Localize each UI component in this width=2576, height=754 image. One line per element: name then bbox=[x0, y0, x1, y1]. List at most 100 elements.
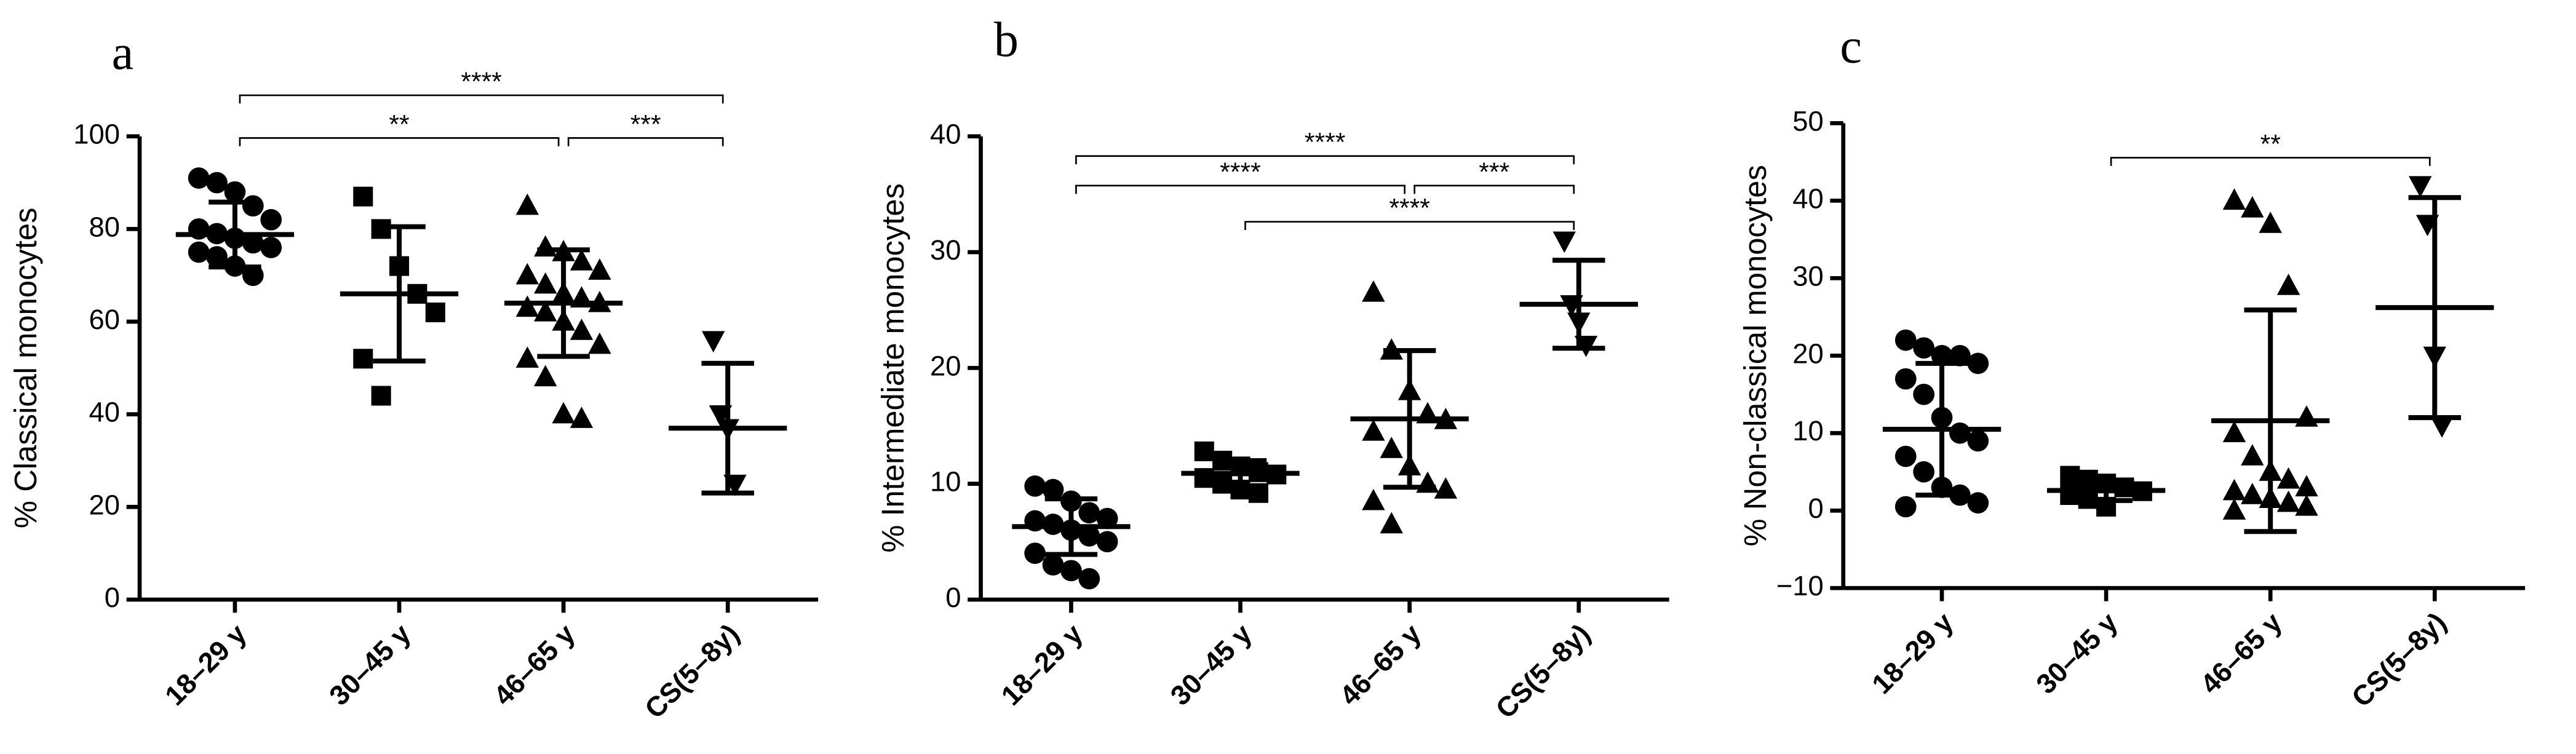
point bbox=[552, 402, 575, 424]
y-tick-label: 40 bbox=[89, 397, 120, 428]
x-tick-label: 18–29 y bbox=[1866, 606, 1959, 700]
point bbox=[2276, 490, 2300, 512]
point bbox=[1096, 531, 1118, 553]
point bbox=[2295, 475, 2318, 497]
point bbox=[1362, 280, 1385, 302]
y-tick-label: 80 bbox=[89, 211, 120, 242]
x-tick-label: CS(5–8y) bbox=[638, 618, 745, 724]
y-tick-label: 40 bbox=[930, 119, 961, 150]
significance-label: **** bbox=[461, 67, 502, 97]
error-bar bbox=[2244, 307, 2297, 534]
y-tick-label: 20 bbox=[1792, 338, 1824, 369]
point bbox=[188, 241, 210, 263]
point bbox=[1913, 337, 1935, 359]
point bbox=[1078, 525, 1100, 547]
point bbox=[515, 346, 539, 368]
point bbox=[1194, 441, 1214, 461]
y-tick-label: −10 bbox=[1776, 570, 1824, 601]
error-bar bbox=[537, 247, 590, 359]
panel: b % Intermediate monocytes 0 10 20 30 40 18–29 … bbox=[875, 13, 1669, 724]
error-bar bbox=[209, 199, 261, 270]
point bbox=[1552, 231, 1576, 253]
point bbox=[2295, 405, 2318, 427]
y-tick-label: 40 bbox=[1792, 183, 1824, 214]
point bbox=[1078, 502, 1100, 524]
point bbox=[1380, 512, 1403, 534]
y-tick-label: 0 bbox=[105, 582, 120, 613]
y-tick-label: 10 bbox=[1792, 415, 1824, 446]
x-tick-label: 46–65 y bbox=[487, 618, 581, 712]
error-bar bbox=[2080, 478, 2133, 503]
point bbox=[1913, 461, 1935, 483]
point bbox=[2241, 196, 2264, 218]
x-tick-label: 18–29 y bbox=[995, 618, 1089, 712]
x-tick-label: 46–65 y bbox=[2195, 606, 2288, 700]
point bbox=[1913, 383, 1935, 405]
point bbox=[515, 295, 539, 317]
x-tick-label: CS(5–8y) bbox=[2345, 606, 2452, 713]
y-tick-label: 0 bbox=[945, 582, 961, 613]
point bbox=[570, 407, 594, 428]
point bbox=[588, 258, 611, 280]
point bbox=[371, 386, 391, 406]
point bbox=[242, 195, 264, 217]
point bbox=[2430, 416, 2454, 438]
x-tick-label: 30–45 y bbox=[323, 618, 416, 712]
error-bar bbox=[1383, 348, 1436, 490]
point bbox=[242, 264, 264, 287]
significance-label: *** bbox=[630, 109, 661, 139]
point bbox=[534, 272, 557, 294]
y-axis-label: % Non-classical monocytes bbox=[1738, 165, 1773, 546]
significance-bracket bbox=[1244, 221, 1575, 230]
point bbox=[534, 365, 557, 387]
panel: a % Classical monocytes 0 20 40 60 80 100 18–29 … bbox=[8, 26, 819, 724]
y-tick-label: 30 bbox=[930, 234, 961, 266]
error-bar bbox=[373, 224, 426, 364]
x-tick-label: 30–45 y bbox=[2030, 606, 2123, 700]
point bbox=[1060, 560, 1082, 582]
panel-label: a bbox=[112, 26, 134, 80]
panel: c % Non-classical monocytes−10 0 10 20 30 40 50… bbox=[1738, 20, 2526, 713]
x-tick-label: 18–29 y bbox=[159, 618, 252, 712]
point bbox=[2222, 478, 2246, 501]
point bbox=[1967, 352, 1989, 375]
point bbox=[2276, 467, 2300, 489]
point bbox=[534, 235, 557, 257]
point bbox=[353, 349, 373, 369]
point bbox=[2259, 212, 2282, 233]
y-tick-label: 60 bbox=[89, 304, 120, 335]
y-tick-label: 0 bbox=[1808, 493, 1823, 524]
point bbox=[206, 246, 228, 268]
y-tick-label: 50 bbox=[1792, 105, 1824, 137]
y-tick-label: 20 bbox=[89, 489, 120, 520]
significance-label: *** bbox=[1479, 157, 1509, 187]
point bbox=[1362, 419, 1385, 441]
significance-bracket bbox=[239, 94, 724, 104]
point bbox=[2222, 188, 2246, 210]
y-axis-label: % Intermediate monocytes bbox=[875, 183, 910, 553]
point bbox=[1434, 477, 1458, 499]
error-bar bbox=[1044, 496, 1098, 557]
error-bar bbox=[1552, 258, 1605, 351]
point bbox=[702, 331, 725, 353]
point bbox=[515, 193, 539, 215]
point bbox=[1967, 430, 1989, 452]
significance-label: **** bbox=[1389, 194, 1430, 223]
y-tick-label: 30 bbox=[1792, 260, 1824, 292]
y-axis-label: % Classical monocytes bbox=[8, 207, 43, 528]
point bbox=[260, 237, 282, 258]
panel-label: b bbox=[994, 13, 1019, 67]
significance-label: **** bbox=[1220, 157, 1261, 187]
significance-bracket bbox=[1413, 185, 1575, 194]
point bbox=[188, 167, 210, 189]
error-bar bbox=[1214, 458, 1267, 489]
point bbox=[1894, 496, 1917, 518]
point bbox=[1096, 507, 1118, 530]
point bbox=[2222, 498, 2246, 520]
error-bar bbox=[1915, 360, 1968, 498]
y-tick-label: 100 bbox=[73, 119, 120, 150]
point bbox=[515, 263, 539, 285]
x-tick-label: 30–45 y bbox=[1164, 618, 1258, 712]
y-tick-label: 10 bbox=[930, 466, 961, 498]
